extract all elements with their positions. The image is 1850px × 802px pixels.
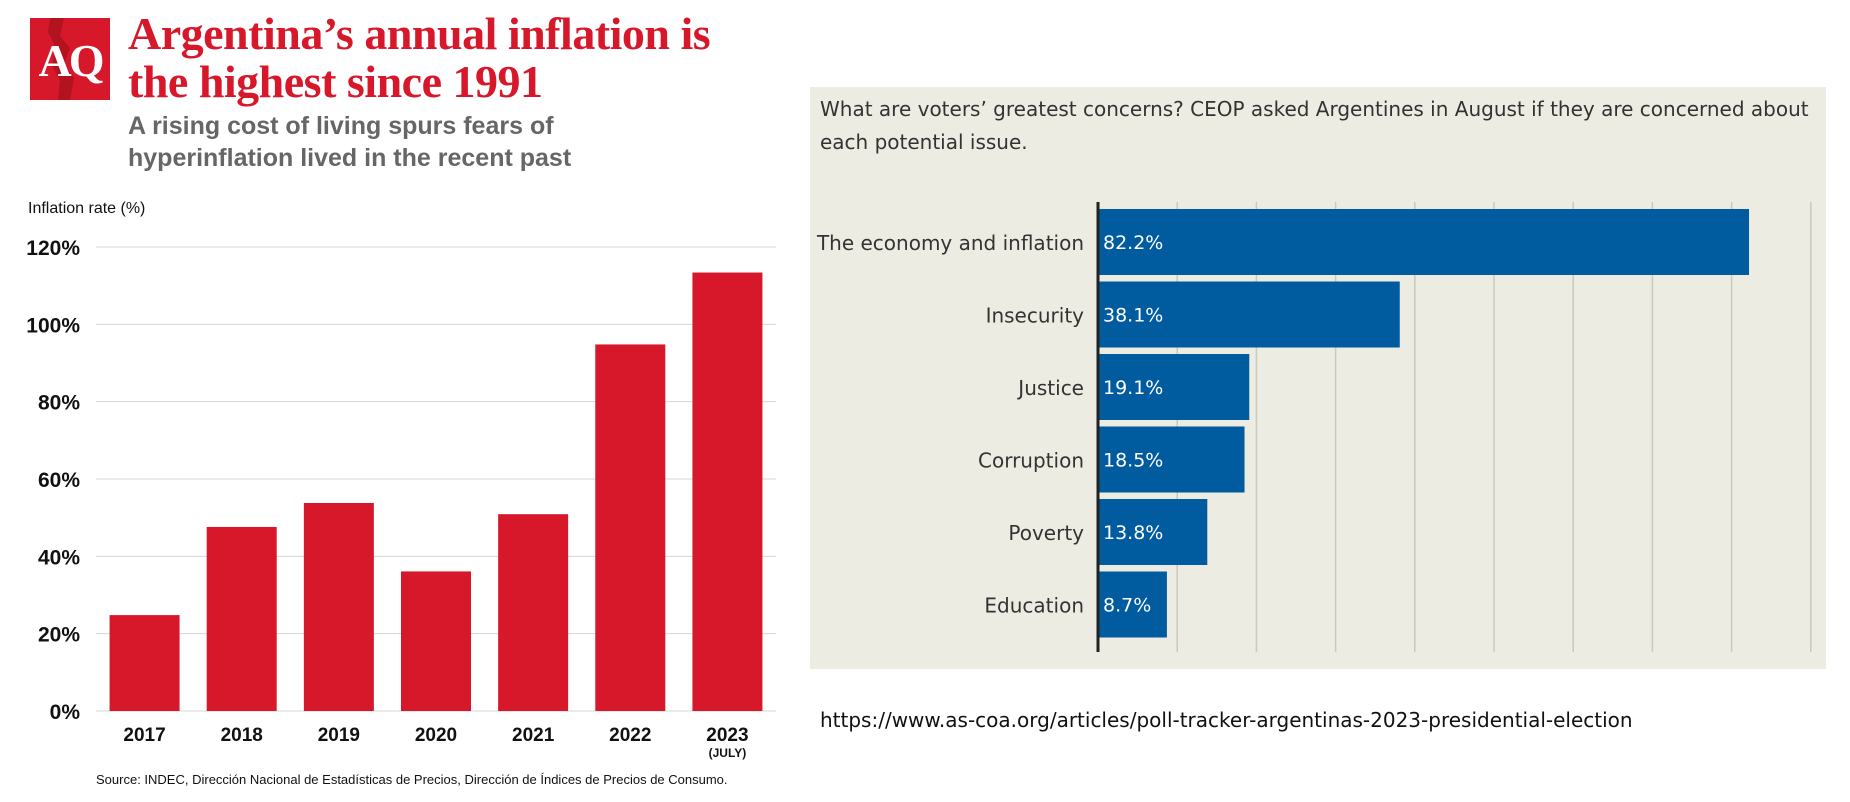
- concern-value-label: 82.2%: [1103, 232, 1163, 254]
- concern-bar: [1098, 209, 1750, 275]
- y-axis-title: Inflation rate (%): [28, 200, 146, 217]
- concern-value-label: 8.7%: [1103, 595, 1151, 617]
- inflation-bar: [692, 272, 763, 711]
- concern-bar: [1098, 354, 1250, 420]
- page-subtitle: A rising cost of living spurs fears of h…: [128, 112, 572, 172]
- poll-question: What are voters’ greatest concerns? CEOP…: [820, 97, 1809, 154]
- concern-bar: [1098, 426, 1245, 493]
- source-url-link[interactable]: https://www.as-coa.org/articles/poll-tra…: [820, 708, 1633, 732]
- concern-value-label: 13.8%: [1103, 522, 1163, 544]
- x-tick-label: 2020: [415, 725, 457, 746]
- source-note: Source: INDEC, Dirección Nacional de Est…: [96, 772, 728, 787]
- y-tick-label: 20%: [38, 624, 80, 647]
- y-tick-label: 60%: [38, 469, 80, 492]
- concern-bar: [1098, 571, 1167, 638]
- concern-bar: [1098, 499, 1208, 565]
- concern-bar: [1098, 281, 1400, 348]
- aq-logo: AQ: [30, 18, 110, 100]
- inflation-bar: [109, 615, 180, 711]
- x-tick-label: 2017: [123, 725, 165, 746]
- concern-category-label: The economy and inflation: [816, 231, 1084, 255]
- concern-category-label: Education: [984, 594, 1084, 618]
- x-tick-label: 2018: [221, 725, 263, 746]
- logo-text: AQ: [38, 35, 105, 86]
- x-tick-label: 2023: [706, 725, 748, 746]
- concern-category-label: Insecurity: [986, 304, 1085, 328]
- y-tick-label: 100%: [26, 314, 80, 337]
- logo-map-icon: [48, 18, 74, 100]
- inflation-bar: [303, 502, 374, 711]
- voter-concerns-bar-chart: 82.2% The economy and inflation 38.1% Insec…: [816, 202, 1812, 652]
- page-title: Argentina’s annual inflation is the high…: [128, 8, 711, 107]
- y-tick-label: 80%: [38, 392, 80, 415]
- y-tick-label: 120%: [26, 237, 80, 260]
- concern-category-label: Justice: [1016, 376, 1084, 400]
- inflation-bar: [595, 344, 666, 711]
- inflation-bar: [206, 526, 277, 711]
- x-tick-label: 2019: [318, 725, 360, 746]
- voter-concerns-panel: What are voters’ greatest concerns? CEOP…: [810, 87, 1826, 669]
- concern-value-label: 19.1%: [1103, 377, 1163, 399]
- y-tick-label: 0%: [50, 701, 81, 724]
- x-tick-label: 2021: [512, 725, 555, 746]
- concern-value-label: 18.5%: [1103, 450, 1163, 472]
- concern-value-label: 38.1%: [1103, 305, 1163, 327]
- concern-category-label: Poverty: [1008, 521, 1084, 545]
- inflation-bar-chart: 0% 20% 40% 60% 80% 100% 120% 2017 2018 2019 2020 20…: [26, 237, 776, 760]
- inflation-bar: [401, 571, 471, 711]
- x-tick-note: (JULY): [709, 746, 747, 760]
- x-tick-label: 2022: [609, 725, 651, 746]
- inflation-bar: [498, 514, 569, 711]
- concern-category-label: Corruption: [978, 449, 1084, 473]
- y-tick-label: 40%: [38, 546, 80, 569]
